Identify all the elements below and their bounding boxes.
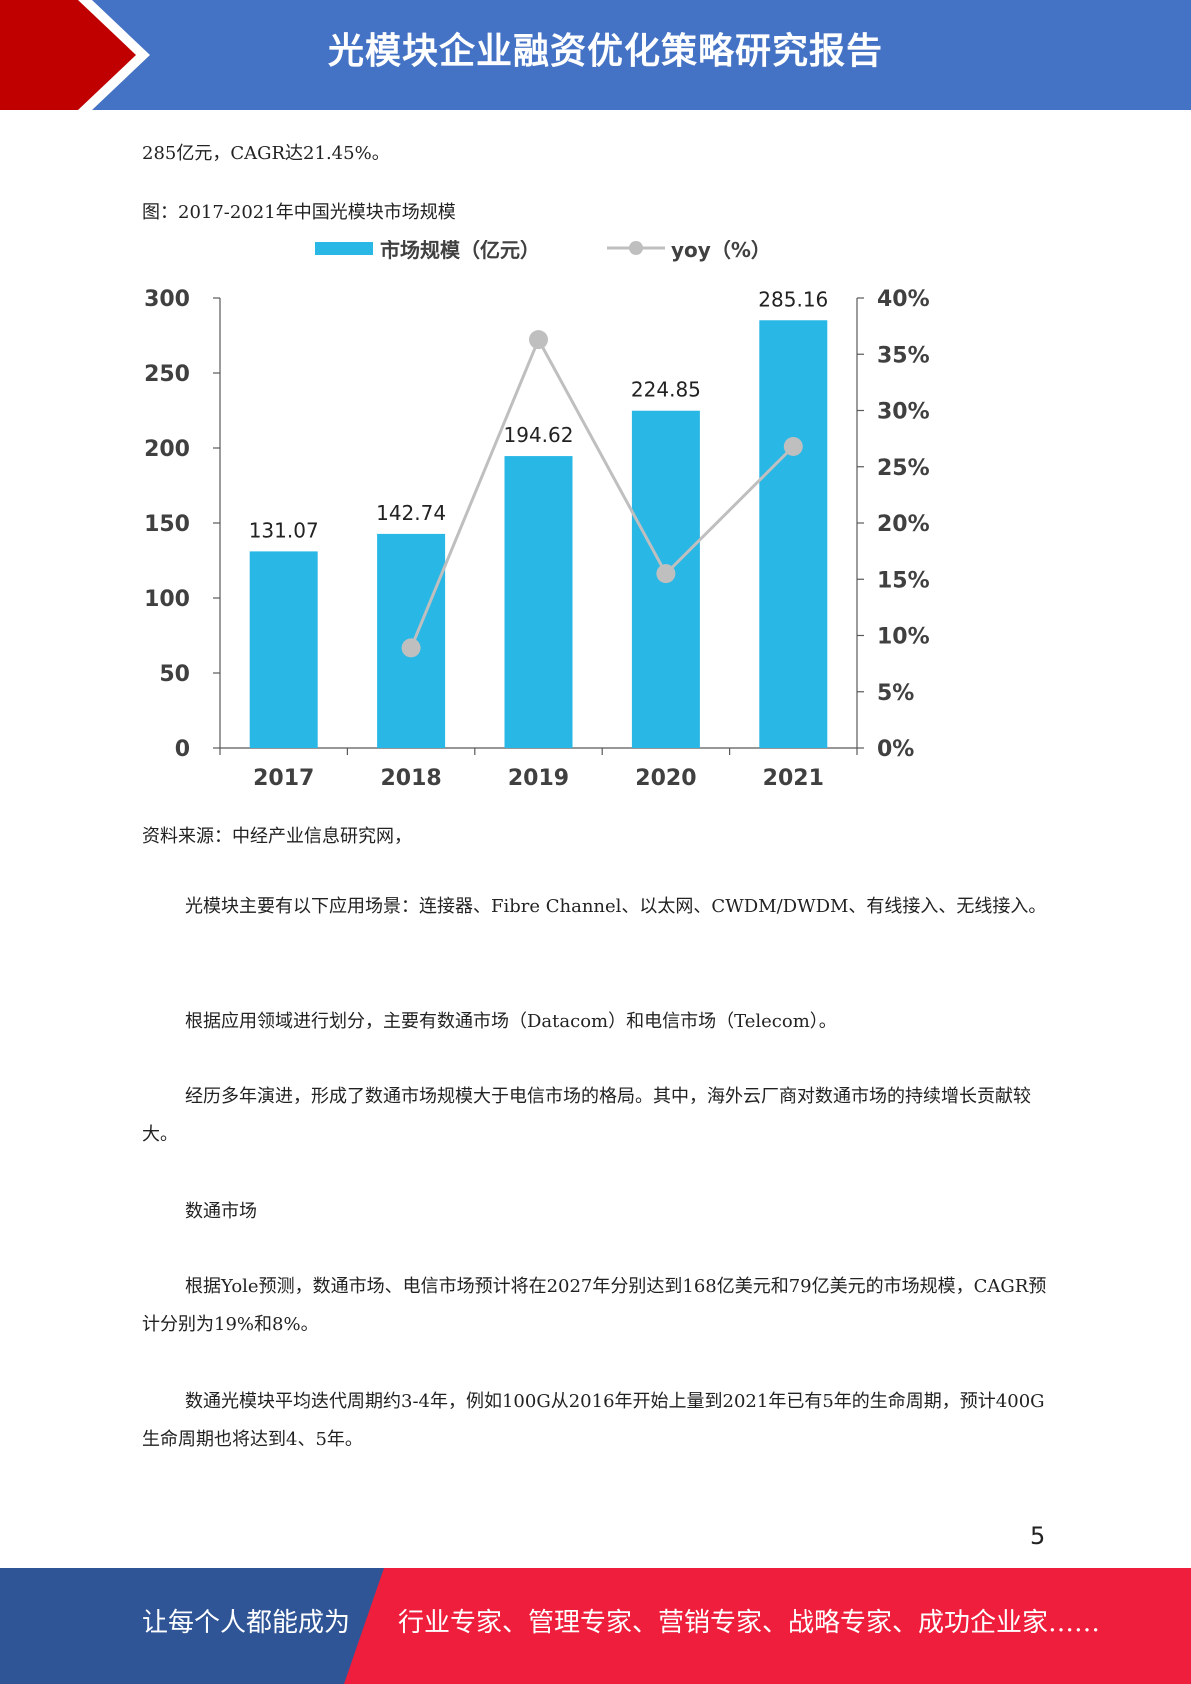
x-tick-label: 2019 xyxy=(508,766,569,791)
y-right-tick-label: 20% xyxy=(877,512,930,537)
y-left-tick-label: 100 xyxy=(144,587,190,612)
figure-caption: 图：2017-2021年中国光模块市场规模 xyxy=(142,202,456,223)
legend-bar-label: 市场规模（亿元） xyxy=(380,240,540,262)
yoy-line xyxy=(409,336,795,649)
legend-bar-swatch xyxy=(315,242,373,255)
x-tick-label: 2021 xyxy=(763,766,824,791)
y-left-tick-label: 300 xyxy=(144,287,190,312)
bar xyxy=(249,551,318,748)
legend-line-marker xyxy=(629,241,643,255)
y-right-tick-label: 25% xyxy=(877,456,930,481)
y-right-tick-label: 0% xyxy=(877,737,914,762)
bar xyxy=(759,320,828,748)
footer-slogan-right: 行业专家、管理专家、营销专家、战略专家、成功企业家…… xyxy=(398,1608,1101,1638)
x-tick-label: 2018 xyxy=(380,766,441,791)
page-footer: 让每个人都能成为 行业专家、管理专家、营销专家、战略专家、成功企业家…… xyxy=(0,1568,1191,1684)
y-left-tick-label: 150 xyxy=(144,512,190,537)
yoy-point xyxy=(656,564,676,584)
paragraph-segments: 根据应用领域进行划分，主要有数通市场（Datacom）和电信市场（Telecom… xyxy=(185,1011,837,1032)
yoy-point xyxy=(401,638,421,658)
footer-slogan-left: 让每个人都能成为 xyxy=(142,1608,351,1638)
x-tick-label: 2020 xyxy=(635,766,696,791)
header-banner-graphic xyxy=(0,0,1191,110)
yoy-point xyxy=(529,330,548,350)
y-right-tick-label: 15% xyxy=(877,568,930,593)
page-number: 5 xyxy=(1030,1522,1046,1550)
y-left-tick-label: 200 xyxy=(144,437,190,462)
y-right-tick-label: 40% xyxy=(877,287,930,312)
footer-banner-graphic xyxy=(0,1568,1191,1684)
paragraph-evolution: 经历多年演进，形成了数通市场规模大于电信市场的格局。其中，海外云厂商对数通市场的… xyxy=(142,1086,1031,1145)
section-heading-datacom: 数通市场 xyxy=(185,1201,257,1222)
y-right-tick-label: 30% xyxy=(877,400,930,425)
paragraph-applications: 光模块主要有以下应用场景：连接器、Fibre Channel、以太网、CWDM/… xyxy=(185,896,1047,917)
paragraph-iteration-cycle: 数通光模块平均迭代周期约3-4年，例如100G从2016年开始上量到2021年已… xyxy=(142,1391,1045,1450)
x-tick-label: 2017 xyxy=(253,766,314,791)
yoy-point xyxy=(783,437,803,456)
bar xyxy=(504,456,573,748)
paragraph-yole-forecast: 根据Yole预测，数通市场、电信市场预计将在2027年分别达到168亿美元和79… xyxy=(142,1276,1047,1335)
bar-data-label: 285.16 xyxy=(758,287,828,311)
y-right-tick-label: 5% xyxy=(877,681,914,706)
y-right-tick-label: 10% xyxy=(877,625,930,650)
legend-line-label: yoy（%） xyxy=(671,240,771,262)
intro-line: 285亿元，CAGR达21.45%。 xyxy=(142,143,390,164)
market-size-chart: 0 50 100 150 200 250 300 0% 5% 10% 15% 20% 25% 30% 35%… xyxy=(144,240,930,791)
y-left-tick-label: 0 xyxy=(175,737,190,762)
y-right-tick-label: 35% xyxy=(877,343,930,368)
y-left-tick-label: 50 xyxy=(159,662,190,687)
page-header: 光模块企业融资优化策略研究报告 xyxy=(0,0,1191,110)
y-left-tick-label: 250 xyxy=(144,362,190,387)
source-note: 资料来源：中经产业信息研究网， xyxy=(142,826,412,847)
bar-data-label: 224.85 xyxy=(631,378,701,402)
bar-data-label: 142.74 xyxy=(376,501,446,525)
bar-data-label: 194.62 xyxy=(504,423,574,447)
report-title: 光模块企业融资优化策略研究报告 xyxy=(327,31,883,72)
bar-data-label: 131.07 xyxy=(249,518,319,542)
